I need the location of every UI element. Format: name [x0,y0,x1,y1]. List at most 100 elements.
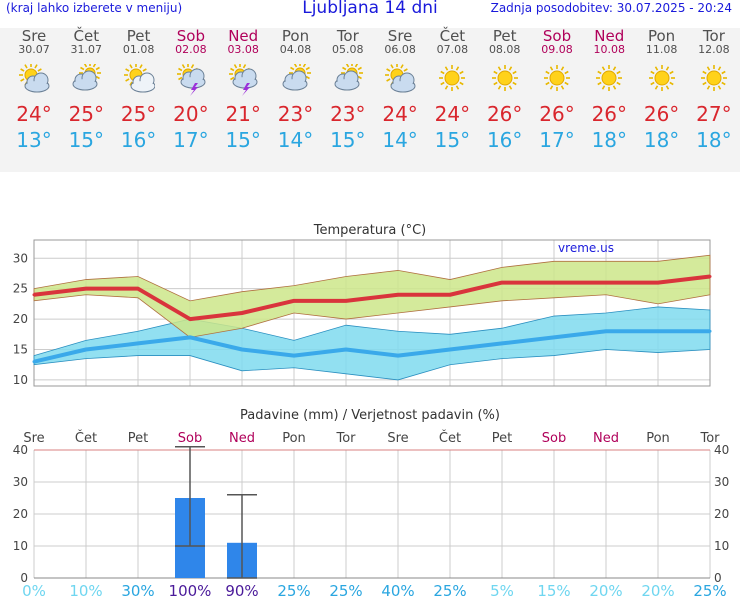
day-name: Čet [439,27,466,45]
precip-day-label: Pon [646,431,670,446]
cloudy-sun-icon [334,64,363,91]
precipitation-chart-title: Padavine (mm) / Verjetnost padavin (%) [240,408,500,423]
precip-probability: 5% [490,582,514,600]
precip-y-tick-left: 30 [13,475,28,489]
max-temp: 23° [277,102,314,126]
precip-probability: 10% [69,582,102,600]
precip-probability: 90% [225,582,258,600]
max-temp-line-point [552,281,556,285]
cloud-shape [130,72,155,93]
temperature-y-tick: 15 [13,343,28,357]
precip-day-label: Sob [542,431,566,446]
day-date: 10.08 [593,43,626,56]
min-temp: 15° [434,128,471,152]
daily-forecast-strip: Sre 30.07 24° 13° Čet 31.07 25° 15° Pet 01.08 25° 1… [0,28,740,172]
precip-day-label: Pet [492,431,512,446]
min-temp: 16° [120,128,157,152]
precip-y-tick-right: 40 [714,443,729,457]
precip-day-label: Čet [439,430,461,446]
day-date: 12.08 [698,43,730,56]
max-temp-line-point [604,281,608,285]
day-column: Pet 08.08 26° 16° [479,28,531,154]
cloud-shape [390,72,416,93]
sun-icon [596,65,623,91]
precip-day-label: Sre [387,431,408,446]
max-temp: 24° [16,102,52,126]
min-temp: 18° [591,128,628,152]
sun-icon [439,65,466,91]
min-temp: 15° [330,128,366,152]
min-temp: 14° [277,128,314,152]
thunderstorm-icon [176,64,206,96]
precip-probability: 25% [329,582,362,600]
min-temp: 14° [382,128,418,152]
max-temp: 27° [696,102,732,126]
max-temp-line-point [448,293,452,297]
max-temp: 23° [330,102,366,126]
error-bar [175,446,205,547]
precip-probability: 20% [641,582,674,600]
max-temp-line-point [708,275,712,278]
location-menu-hint[interactable]: (kraj lahko izberete v meniju) [6,1,183,15]
precip-y-tick-left: 10 [13,539,28,553]
sun-shape [439,65,466,91]
max-temp: 20° [173,102,209,126]
cloudy-sun-icon [282,64,311,91]
min-temp-line-point [448,348,452,351]
min-temp-line-point [396,354,400,358]
max-temp: 25° [68,102,105,126]
day-date: 05.08 [332,43,364,56]
temperature-y-tick: 30 [13,251,28,265]
precip-day-label: Ned [229,431,255,446]
precip-day-label: Sob [178,431,202,446]
error-bar [227,494,257,579]
sun-shape [491,65,518,91]
max-temp-line-point [292,299,296,303]
max-temp-line-point [240,311,244,315]
min-temp-line-point [656,329,660,333]
cloudy-sun-icon [72,64,102,91]
day-name: Ned [594,27,625,45]
sun-shape [596,65,623,91]
precip-probability: 15% [537,582,570,600]
precip-y-tick-right: 10 [714,539,729,553]
precip-probability: 30% [121,582,154,600]
precip-day-label: Sre [23,431,44,446]
day-date: 11.08 [645,43,678,56]
day-date: 02.08 [175,43,207,56]
min-temp: 17° [539,128,575,152]
thunderstorm-icon [229,64,258,96]
min-temp-line-point [292,354,296,358]
min-temp-line-point [500,341,504,345]
day-name: Pon [647,27,676,45]
max-temp: 24° [382,102,418,126]
precip-y-tick-right: 30 [714,475,729,489]
day-column: Sob 09.08 26° 17° [531,28,583,154]
day-date: 01.08 [122,43,155,56]
charts-area: Temperatura (°C) 10 15 20 25 30 vreme.us Padavi… [13,223,730,600]
day-column: Pon 04.08 23° 14° [270,28,322,154]
cloud-shape [24,72,50,93]
precip-y-tick-right: 20 [714,507,729,521]
day-name: Pon [281,27,310,45]
max-temp: 26° [486,102,523,126]
day-date: 31.07 [70,43,103,56]
min-temp: 18° [643,128,680,152]
day-name: Tor [336,27,359,45]
max-temp: 21° [225,102,261,126]
min-temp-line [33,329,710,364]
min-temp: 16° [486,128,523,152]
watermark: vreme.us [558,241,614,255]
max-temp: 26° [539,102,575,126]
max-temp-line-point [32,293,36,297]
day-column: Sre 06.08 24° 14° [374,28,426,154]
page-title: Ljubljana 14 dni [302,0,438,18]
max-temp-line-point [500,281,504,285]
sun-icon [700,65,727,91]
lightning-bolt [242,83,251,96]
precip-y-tick-left: 20 [13,507,28,521]
day-name: Ned [228,27,259,45]
day-column: Tor 12.08 27° 18° [688,28,740,154]
last-updated: Zadnja posodobitev: 30.07.2025 - 20:24 [490,1,732,15]
sun-shape [544,65,570,91]
